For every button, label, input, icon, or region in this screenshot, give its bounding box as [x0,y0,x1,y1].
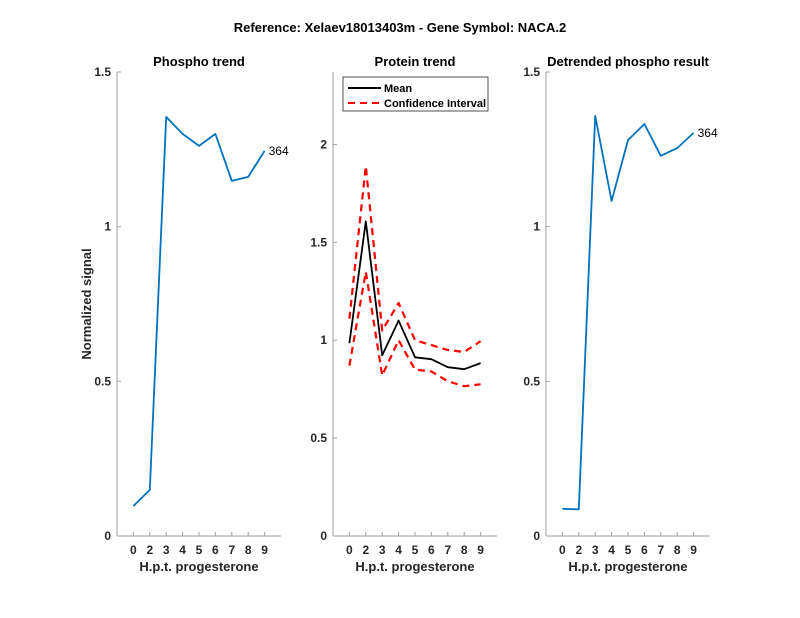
series-end-label: 364 [698,126,718,140]
x-tick-label: 2 [362,543,369,557]
figure-suptitle: Reference: Xelaev18013403m - Gene Symbol… [234,20,566,35]
x-tick-label: 8 [245,543,252,557]
series-line-364 [132,116,266,507]
x-axis-label: H.p.t. progesterone [355,559,474,574]
x-tick-label: 7 [444,543,451,557]
x-tick-label: 9 [261,543,268,557]
x-tick-label: 0 [346,543,353,557]
x-tick-label: 2 [146,543,153,557]
x-tick-label: 3 [592,543,599,557]
series-line-mean [348,220,481,371]
x-tick-label: 3 [163,543,170,557]
panel-title: Protein trend [375,54,456,69]
x-axis-label: H.p.t. progesterone [568,559,687,574]
x-tick-label: 6 [428,543,435,557]
x-tick-label: 8 [674,543,681,557]
y-tick-label: 1 [104,220,111,234]
x-tick-label: 5 [412,543,419,557]
y-tick-label: 1 [533,220,540,234]
x-tick-label: 9 [477,543,484,557]
x-tick-label: 5 [196,543,203,557]
y-tick-label: 0.5 [523,374,540,388]
series-end-label: 364 [269,144,289,158]
x-tick-label: 4 [179,543,186,557]
y-tick-label: 1.5 [310,235,327,249]
y-tick-label: 0 [104,529,111,543]
y-tick-label: 1 [320,333,327,347]
x-tick-label: 9 [690,543,697,557]
x-tick-label: 7 [228,543,235,557]
x-tick-label: 0 [559,543,566,557]
y-tick-label: 2 [320,137,327,151]
legend: Mean Confidence Interval [342,76,489,112]
series-line-364 [562,115,695,511]
x-axis-label: H.p.t. progesterone [139,559,258,574]
legend-entry: Mean [384,83,412,95]
x-tick-label: 4 [395,543,402,557]
x-tick-label: 6 [212,543,219,557]
y-tick-label: 0 [533,529,540,543]
x-tick-label: 5 [625,543,632,557]
y-tick-label: 0.5 [94,374,111,388]
x-tick-label: 8 [461,543,468,557]
y-tick-label: 0.5 [310,431,327,445]
x-tick-label: 2 [575,543,582,557]
series-line-confidence-interval-upper [348,164,482,354]
y-tick-label: 1.5 [523,65,540,79]
y-tick-label: 1.5 [94,65,111,79]
y-tick-label: 0 [320,529,327,543]
x-tick-label: 7 [657,543,664,557]
y-axis-label: Normalized signal [79,248,94,359]
legend-entry: Confidence Interval [384,98,486,110]
x-tick-label: 4 [608,543,615,557]
x-tick-label: 0 [130,543,137,557]
x-tick-label: 3 [379,543,386,557]
legend-box [342,76,489,112]
x-tick-label: 6 [641,543,648,557]
panel-title: Phospho trend [153,54,245,69]
panel-title: Detrended phospho result [547,54,709,69]
